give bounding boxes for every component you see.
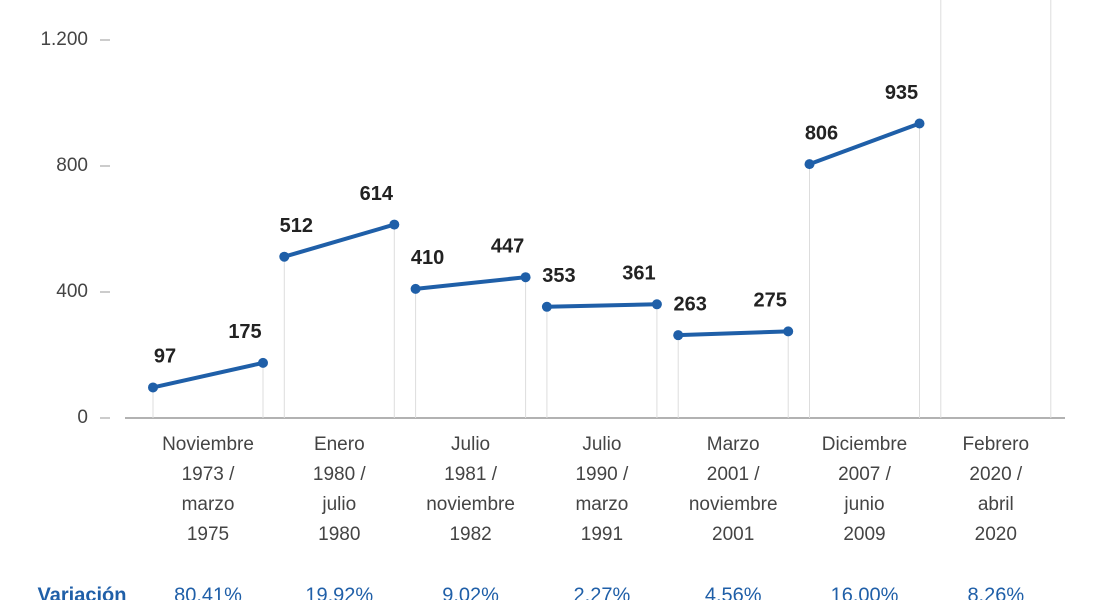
point xyxy=(258,357,268,368)
variation-value: 19.92% xyxy=(305,584,373,600)
variation-value: 16.00% xyxy=(831,584,899,600)
data-label: 512 xyxy=(280,215,313,237)
data-label: 175 xyxy=(228,321,261,343)
x-tick-label: Diciembre 2007 / junio 2009 xyxy=(821,434,908,545)
range-segment xyxy=(808,121,921,166)
y-tick-label: 400 xyxy=(56,281,88,302)
x-tick-label: Marzo 2001 / noviembre 2001 xyxy=(688,434,778,545)
point xyxy=(541,301,552,312)
point xyxy=(148,382,158,393)
x-tick-label: Enero 1980 / julio 1980 xyxy=(312,434,366,545)
variation-value: 4.56% xyxy=(705,584,762,600)
x-tick-label: Julio 1981 / noviembre 1982 xyxy=(426,434,515,545)
y-tick-label: 0 xyxy=(77,407,88,428)
point xyxy=(804,159,815,170)
data-label: 410 xyxy=(411,247,444,269)
range-segment xyxy=(415,275,526,291)
point xyxy=(673,330,684,341)
x-tick-label: Julio 1990 / marzo 1991 xyxy=(575,434,629,545)
data-label: 275 xyxy=(754,290,787,312)
point xyxy=(914,118,925,129)
y-tick-label: 1.200 xyxy=(40,29,88,50)
data-label: 447 xyxy=(491,235,524,257)
range-segment xyxy=(152,360,264,390)
data-label: 806 xyxy=(805,122,838,144)
variation-value: 2.27% xyxy=(574,584,631,600)
point xyxy=(783,326,794,337)
point xyxy=(410,283,421,294)
point xyxy=(520,272,531,283)
range-segment xyxy=(678,329,789,338)
data-label: 97 xyxy=(154,346,176,368)
range-segment xyxy=(546,302,657,309)
variation-value: 9.02% xyxy=(442,584,499,600)
data-label: 935 xyxy=(885,82,918,104)
variation-label: Variación xyxy=(38,584,127,600)
variation-value: 8.26% xyxy=(967,584,1024,600)
y-tick-label: 800 xyxy=(56,155,88,176)
data-label: 353 xyxy=(542,265,575,287)
x-tick-label: Febrero 2020 / abril 2020 xyxy=(962,434,1030,545)
x-tick-label: Noviembre 1973 / marzo 1975 xyxy=(162,434,254,545)
point xyxy=(651,299,662,310)
data-label: 614 xyxy=(360,183,394,205)
range-segment xyxy=(283,222,395,259)
variation-value: 80.41% xyxy=(174,584,242,600)
point xyxy=(389,219,400,230)
point xyxy=(279,251,290,262)
data-label: 361 xyxy=(622,263,655,285)
data-label: 263 xyxy=(674,293,707,315)
